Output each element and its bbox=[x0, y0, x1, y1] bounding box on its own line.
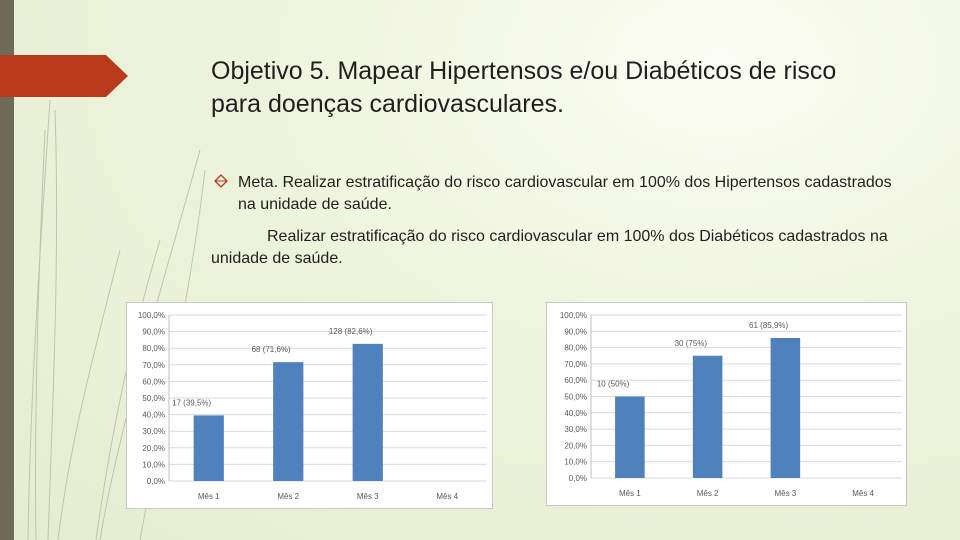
y-tick-label: 0,0% bbox=[569, 474, 587, 483]
chart-hipertensos-svg: 0,0% 10,0% 20,0% 30,0% 40,0% 50,0% 60,0% 70,0% 8… bbox=[138, 311, 487, 501]
chart-hipertensos: 0,0% 10,0% 20,0% 30,0% 40,0% 50,0% 60,0% 70,0% 8… bbox=[126, 302, 493, 509]
y-tick-label: 100,0% bbox=[560, 311, 587, 320]
y-tick-label: 20,0% bbox=[564, 441, 587, 450]
y-tick-label: 40,0% bbox=[142, 411, 165, 420]
x-tick-label: Mês 1 bbox=[198, 492, 220, 501]
data-label: 17 (39,5%) bbox=[172, 398, 211, 407]
y-tick-label: 80,0% bbox=[564, 344, 587, 353]
bar bbox=[352, 343, 383, 481]
y-tick-label: 50,0% bbox=[142, 394, 165, 403]
data-label: 30 (75%) bbox=[675, 339, 708, 348]
y-tick-label: 30,0% bbox=[564, 425, 587, 434]
y-tick-label: 0,0% bbox=[147, 477, 165, 486]
slide-title: Objetivo 5. Mapear Hipertensos e/ou Diab… bbox=[211, 57, 837, 118]
y-tick-label: 90,0% bbox=[142, 328, 165, 337]
data-label: 61 (85,9%) bbox=[749, 321, 788, 330]
chart-diabeticos-svg: 0,0% 10,0% 20,0% 30,0% 40,0% 50,0% 60,0% 70,0% 8… bbox=[560, 311, 902, 498]
data-label: 10 (50%) bbox=[597, 380, 630, 389]
y-tick-label: 10,0% bbox=[142, 460, 165, 469]
y-tick-label: 80,0% bbox=[142, 344, 165, 353]
x-tick-label: Mês 4 bbox=[852, 489, 874, 498]
bar bbox=[193, 415, 224, 481]
bullet-text: Meta. Realizar estratificação do risco c… bbox=[238, 174, 892, 213]
bar bbox=[615, 396, 645, 478]
bar bbox=[692, 355, 723, 478]
x-tick-label: Mês 3 bbox=[357, 492, 379, 501]
y-tick-label: 60,0% bbox=[564, 376, 587, 385]
bar bbox=[770, 337, 801, 478]
data-label: 68 (71,6%) bbox=[252, 345, 291, 354]
chart-diabeticos: 0,0% 10,0% 20,0% 30,0% 40,0% 50,0% 60,0% 70,0% 8… bbox=[546, 302, 907, 506]
title-arrow-shape bbox=[0, 55, 128, 97]
y-tick-label: 50,0% bbox=[564, 393, 587, 402]
y-tick-label: 20,0% bbox=[142, 444, 165, 453]
x-tick-label: Mês 1 bbox=[619, 489, 641, 498]
y-tick-label: 70,0% bbox=[564, 360, 587, 369]
y-tick-label: 40,0% bbox=[564, 409, 587, 418]
y-tick-label: 60,0% bbox=[142, 377, 165, 386]
left-sidebar-bar bbox=[0, 0, 14, 540]
bar bbox=[273, 362, 304, 481]
y-tick-label: 90,0% bbox=[564, 327, 587, 336]
y-tick-label: 100,0% bbox=[138, 311, 165, 320]
x-tick-label: Mês 3 bbox=[774, 489, 796, 498]
y-tick-label: 10,0% bbox=[564, 458, 587, 467]
y-tick-label: 70,0% bbox=[142, 361, 165, 370]
x-tick-label: Mês 2 bbox=[697, 489, 719, 498]
diamond-outline-icon bbox=[214, 174, 228, 188]
paragraph-diabeticos: Realizar estratificação do risco cardiov… bbox=[211, 228, 888, 267]
data-label: 128 (82,6%) bbox=[329, 327, 373, 336]
y-tick-label: 30,0% bbox=[142, 427, 165, 436]
bullet-meta: Meta. Realizar estratificação do risco c… bbox=[214, 172, 904, 216]
x-tick-label: Mês 2 bbox=[277, 492, 299, 501]
x-tick-label: Mês 4 bbox=[436, 492, 458, 501]
